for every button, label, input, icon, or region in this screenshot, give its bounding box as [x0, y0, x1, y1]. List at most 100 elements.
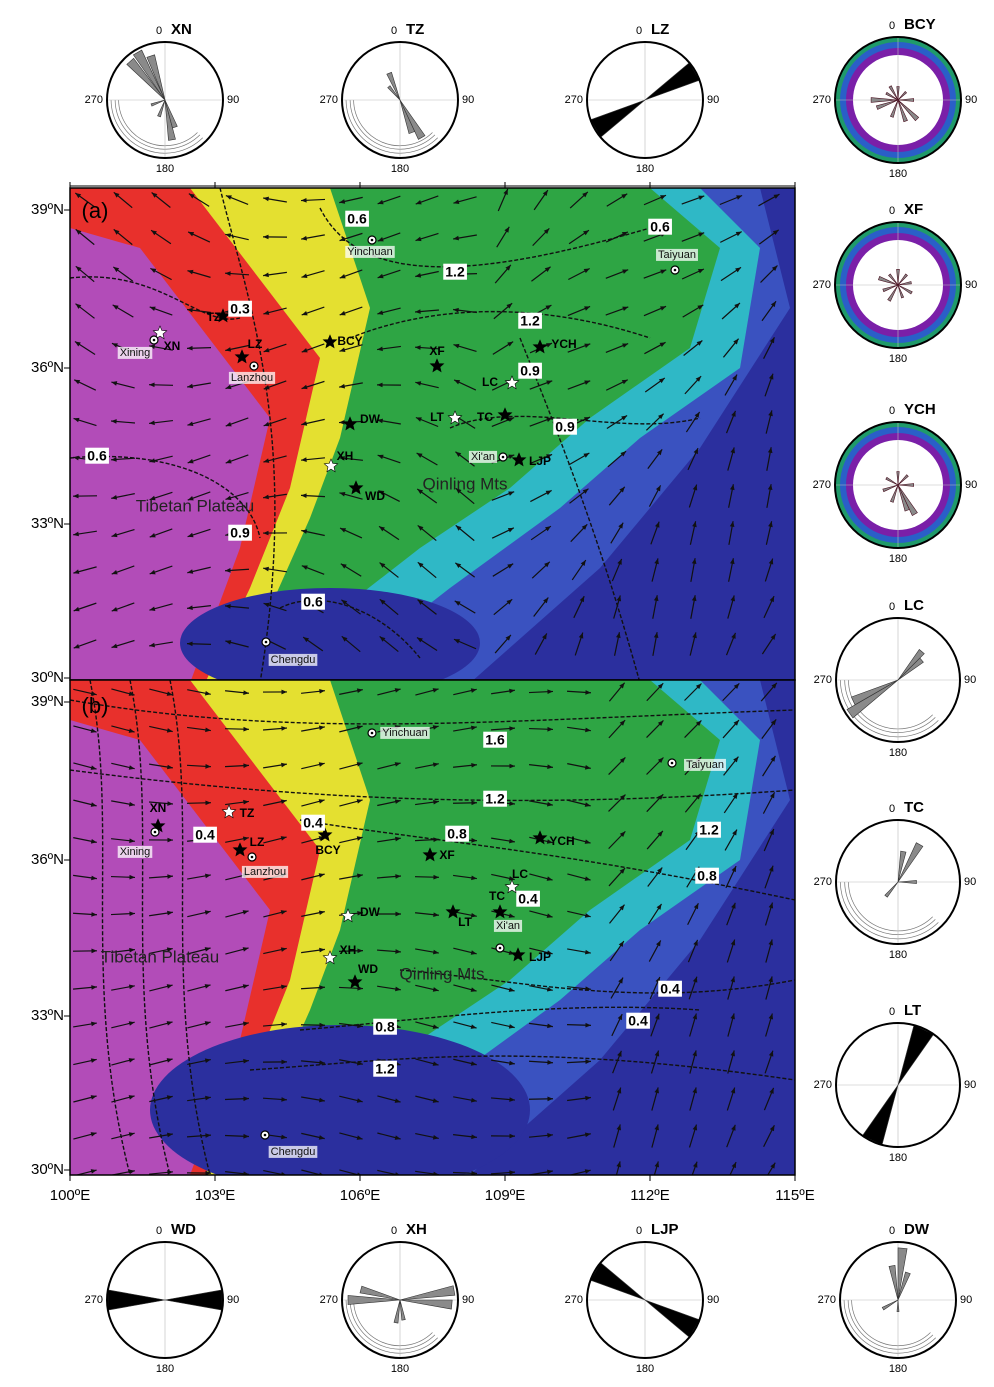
city-label: Chengdu: [271, 654, 316, 666]
region-label: Tibetan Plateau: [136, 496, 254, 515]
rose-west: 270: [818, 1294, 836, 1306]
rose-south: 180: [889, 1152, 907, 1164]
city-label: Yinchuan: [347, 246, 392, 258]
contour-label: 0.9: [230, 525, 250, 541]
station-label: XH: [340, 943, 357, 957]
city-label: Xining: [120, 846, 151, 858]
rose-east: 90: [964, 674, 976, 686]
latitude-label: 36ºN: [31, 851, 64, 868]
station-label: TC: [477, 410, 493, 424]
rose-north: 0: [636, 25, 642, 37]
rose-east: 90: [462, 94, 474, 106]
map-panel: (a)0.6YinchuanTaiyuan0.61.20.3TZ1.2XNXin…: [70, 188, 795, 698]
rose-north: 0: [889, 803, 895, 815]
rose-name: WD: [171, 1221, 196, 1238]
rose-east: 90: [960, 1294, 972, 1306]
rose-west: 270: [814, 674, 832, 686]
rose-east: 90: [964, 876, 976, 888]
rose-east: 90: [965, 94, 977, 106]
rose-north: 0: [889, 205, 895, 217]
rose-name: TZ: [406, 21, 424, 38]
longitude-label: 112ºE: [630, 1187, 669, 1204]
rose-name: LC: [904, 597, 924, 614]
rose-west: 270: [320, 1294, 338, 1306]
city-label: Taiyuan: [658, 249, 696, 261]
contour-label: 0.6: [303, 594, 323, 610]
city-dot: [154, 831, 157, 834]
contour-label: 0.9: [520, 363, 540, 379]
rose-south: 180: [391, 1363, 409, 1375]
latitude-label: 33ºN: [31, 1007, 64, 1024]
rose-south: 180: [889, 747, 907, 759]
station-label: DW: [360, 905, 381, 919]
rose-name: XH: [406, 1221, 427, 1238]
rose-east: 90: [964, 1079, 976, 1091]
latitude-label: 30ºN: [31, 669, 64, 686]
rose-east: 90: [707, 94, 719, 106]
rose-south: 180: [636, 1363, 654, 1375]
station-label: LZ: [250, 835, 265, 849]
station-label: LZ: [248, 337, 263, 351]
station-label: LJP: [529, 950, 551, 964]
contour-label: 0.3: [230, 301, 250, 317]
rose-north: 0: [156, 25, 162, 37]
contour-label: 1.2: [520, 313, 540, 329]
rose-north: 0: [889, 601, 895, 613]
rose-south: 180: [391, 163, 409, 175]
longitude-label: 103ºE: [195, 1187, 236, 1204]
contour-label: 0.6: [650, 219, 670, 235]
station-label: LJP: [529, 454, 551, 468]
map-panel: (b)Yinchuan1.6Taiyuan1.2XNTZXining0.4LZ0…: [70, 680, 795, 1195]
rose-west: 270: [813, 279, 831, 291]
latitude-label: 30ºN: [31, 1161, 64, 1178]
contour-label: 0.6: [87, 448, 107, 464]
city-dot: [502, 456, 505, 459]
city-dot: [153, 339, 156, 342]
latitude-label: 39ºN: [31, 693, 64, 710]
station-label: LC: [482, 375, 498, 389]
body: (a)0.6YinchuanTaiyuan0.61.20.3TZ1.2XNXin…: [0, 0, 994, 1387]
rose-west: 270: [85, 94, 103, 106]
rose-west: 270: [85, 1294, 103, 1306]
city-dot: [251, 856, 254, 859]
longitude-label: 115ºE: [775, 1187, 814, 1204]
city-label: Lanzhou: [231, 372, 273, 384]
longitude-label: 109ºE: [485, 1187, 526, 1204]
city-dot: [264, 1134, 267, 1137]
city-label: Xi'an: [496, 920, 520, 932]
rose-south: 180: [889, 168, 907, 180]
rose-west: 270: [565, 1294, 583, 1306]
station-label: TZ: [207, 310, 222, 324]
rose-north: 0: [391, 25, 397, 37]
station-label: XN: [150, 801, 167, 815]
contour-label: 1.6: [485, 732, 505, 748]
station-label: XN: [164, 339, 181, 353]
rose-name: XN: [171, 21, 192, 38]
rose-east: 90: [965, 279, 977, 291]
region-label: Qinling Mts: [422, 474, 507, 493]
contour-label: 1.2: [699, 822, 719, 838]
station-label: YCH: [549, 834, 574, 848]
region-label: Tibetan Plateau: [101, 947, 219, 966]
city-label: Yinchuan: [382, 727, 427, 739]
rose-north: 0: [156, 1225, 162, 1237]
rose-east: 90: [965, 479, 977, 491]
station-label: LC: [512, 867, 528, 881]
station-label: XF: [439, 848, 454, 862]
rose-west: 270: [814, 876, 832, 888]
rose-west: 270: [565, 94, 583, 106]
rose-west: 270: [320, 94, 338, 106]
rose-name: YCH: [904, 401, 936, 418]
city-dot: [674, 269, 677, 272]
contour-label: 1.2: [485, 791, 505, 807]
station-label: TC: [489, 889, 505, 903]
rose-south: 180: [889, 949, 907, 961]
rose-name: TC: [904, 799, 924, 816]
rose-west: 270: [814, 1079, 832, 1091]
latitude-label: 33ºN: [31, 515, 64, 532]
rose-south: 180: [889, 353, 907, 365]
rose-north: 0: [889, 1225, 895, 1237]
city-dot: [499, 947, 502, 950]
contour-label: 0.4: [303, 815, 323, 831]
city-dot: [265, 641, 268, 644]
